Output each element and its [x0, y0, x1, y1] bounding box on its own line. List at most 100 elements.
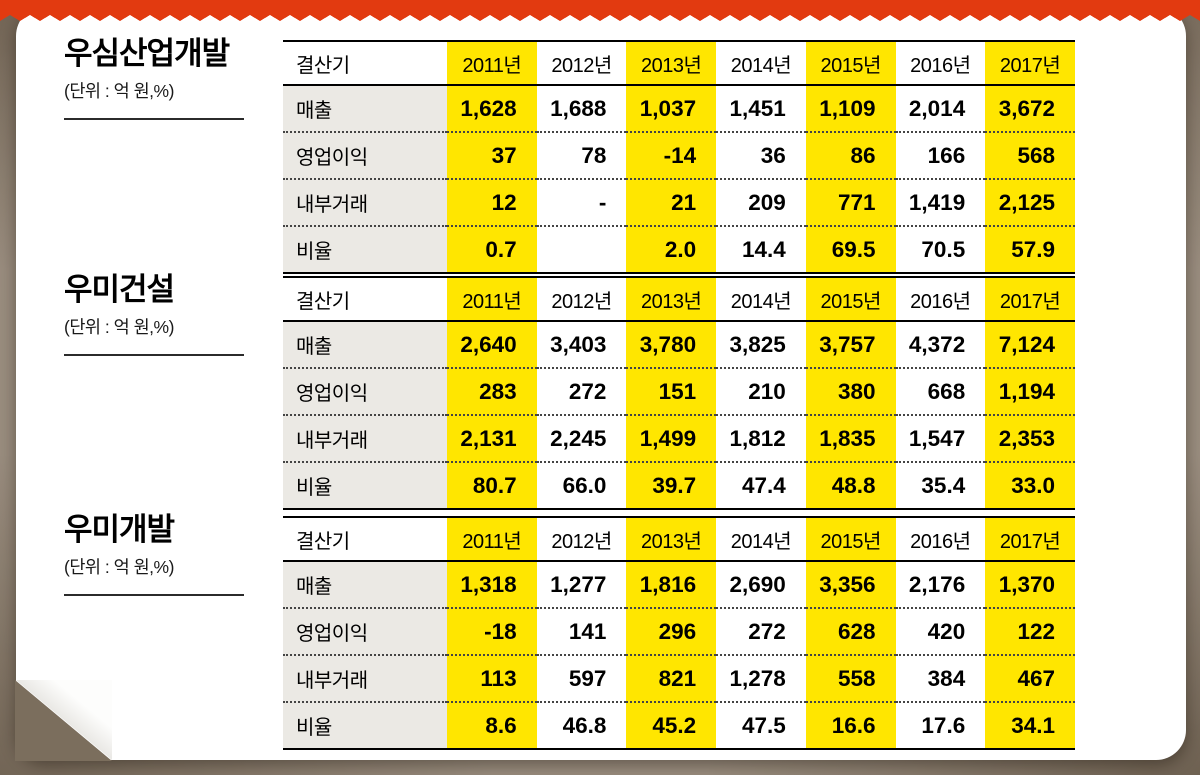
value-cell: 69.5 [805, 225, 896, 273]
table-row: 매출 2,640 3,403 3,780 3,825 3,757 4,372 7,124 [283, 321, 1075, 368]
value-cell: 380 [805, 367, 896, 415]
value-cell: 210 [716, 367, 806, 415]
header-row: 결산기 2011년 2012년 2013년 2014년 2015년 2016년 2017년 [283, 41, 1075, 86]
unit-label: (단위 : 억 원,%) [64, 316, 174, 337]
value-cell: 66.0 [536, 461, 627, 509]
value-cell: 771 [805, 178, 896, 226]
table-row: 내부거래 12-21 209 771 1,419 2,125 [283, 178, 1075, 226]
column-header-year: 2013년 [626, 517, 717, 562]
table-row: 비율 0.7 2.0 14.4 69.5 70.5 57.9 [283, 225, 1075, 273]
row-label: 비율 [283, 461, 447, 509]
value-cell: 283 [447, 367, 537, 415]
row-label: 영업이익 [283, 131, 447, 179]
section-woomi-gaebal: 우미개발 (단위 : 억 원,%) 결산기 2011년 2012년 2013년 2014… [16, 512, 1186, 750]
column-header-year: 2016년 [895, 277, 986, 322]
column-header-year: 2014년 [716, 41, 806, 86]
value-cell: 420 [895, 607, 986, 655]
row-label: 매출 [283, 561, 447, 608]
column-header-label: 결산기 [283, 277, 447, 322]
value-cell: 2,245 [536, 414, 627, 462]
value-cell: 1,451 [729, 95, 786, 121]
value-cell: 12 [447, 178, 537, 226]
value-cell: 1,278 [716, 654, 806, 702]
value-cell: 597 [536, 654, 627, 702]
value-cell: 1,370 [985, 561, 1075, 608]
value-cell: 1,194 [985, 367, 1075, 415]
column-header-year: 2015년 [805, 517, 896, 562]
row-label: 비율 [283, 225, 447, 273]
column-header-year: 2014년 [716, 517, 806, 562]
value-cell: 3,672 [985, 85, 1075, 132]
value-cell: 113 [447, 654, 537, 702]
value-cell: 48.8 [805, 461, 896, 509]
value-cell: 467 [985, 654, 1075, 702]
value-cell: 35.4 [895, 461, 986, 509]
value-cell: 1,688 [550, 95, 607, 121]
value-cell: 0.7 [447, 225, 537, 273]
value-cell: 2,131 [447, 414, 537, 462]
column-header-year: 2014년 [716, 277, 806, 322]
value-cell: 1,499 [626, 414, 717, 462]
column-header-year: 2013년 [626, 41, 717, 86]
company-title: 우미개발 [64, 512, 175, 547]
value-cell: 78 [536, 131, 627, 179]
value-cell: 37 [447, 131, 537, 179]
value-cell: 34.1 [985, 701, 1075, 749]
value-cell: 57.9 [985, 225, 1075, 273]
column-header-year: 2011년 [447, 277, 537, 322]
column-header-year: 2011년 [447, 41, 537, 86]
column-header-year: 2017년 [985, 277, 1075, 322]
value-cell: - [536, 178, 627, 226]
value-cell: 668 [895, 367, 986, 415]
table-heading: 우미건설 (단위 : 억 원,%) [64, 272, 284, 356]
value-cell: 1,547 [895, 414, 986, 462]
column-header-year: 2012년 [536, 277, 627, 322]
value-cell: 1,812 [716, 414, 806, 462]
value-cell: 166 [895, 131, 986, 179]
value-cell: 151 [626, 367, 717, 415]
table-row: 영업이익 -18 141 296 272 628 420 122 [283, 607, 1075, 655]
value-cell: 141 [536, 607, 627, 655]
value-cell: 86 [805, 131, 896, 179]
value-cell: -18 [447, 607, 537, 655]
value-cell: 21 [626, 178, 717, 226]
value-cell: 46.8 [536, 701, 627, 749]
table-row: 비율 80.7 66.0 39.7 47.4 48.8 35.4 33.0 [283, 461, 1075, 509]
value-cell: 36 [716, 131, 806, 179]
value-cell: 628 [805, 607, 896, 655]
heading-underline [64, 353, 244, 356]
value-cell: 209 [716, 178, 806, 226]
value-cell: 2,690 [729, 571, 786, 597]
value-cell: 8.6 [447, 701, 537, 749]
column-header-year: 2017년 [985, 517, 1075, 562]
section-woomi-gunsul: 우미건설 (단위 : 억 원,%) 결산기 2011년 2012년 2013년 2014… [16, 272, 1186, 510]
value-cell: 33.0 [985, 461, 1075, 509]
value-cell: 2,014 [908, 95, 966, 121]
value-cell: 80.7 [447, 461, 537, 509]
value-cell: 1,419 [895, 178, 986, 226]
value-cell: 1,835 [805, 414, 896, 462]
value-cell: 558 [805, 654, 896, 702]
table-row: 내부거래 113 597 821 1,278 558 384 467 [283, 654, 1075, 702]
column-header-year: 2016년 [895, 517, 986, 562]
row-label: 매출 [283, 321, 447, 368]
header-row: 결산기 2011년 2012년 2013년 2014년 2015년 2016년 2017년 [283, 517, 1075, 562]
column-header-year: 2013년 [626, 277, 717, 322]
paper-card: 우심산업개발 (단위 : 억 원,%) 결산기 2011년 2012년 2013년 20… [15, 6, 1186, 761]
row-label: 내부거래 [283, 178, 447, 226]
header-row: 결산기 2011년 2012년 2013년 2014년 2015년 2016년 2017년 [283, 277, 1075, 322]
financial-table: 결산기 2011년 2012년 2013년 2014년 2015년 2016년 2017년 매출… [283, 276, 1075, 510]
financial-table: 결산기 2011년 2012년 2013년 2014년 2015년 2016년 2017년 매출… [283, 516, 1075, 750]
company-title: 우미건설 [64, 272, 175, 307]
value-cell: 3,356 [805, 561, 896, 608]
heading-underline [64, 117, 244, 120]
value-cell: 47.5 [716, 701, 806, 749]
table-heading: 우심산업개발 (단위 : 억 원,%) [64, 37, 284, 120]
value-cell: 1,318 [447, 561, 537, 608]
column-header-year: 2012년 [536, 517, 627, 562]
column-header-year: 2015년 [805, 277, 896, 322]
value-cell: 272 [716, 607, 806, 655]
value-cell: -14 [626, 131, 717, 179]
row-label: 매출 [283, 85, 447, 132]
column-header-year: 2015년 [805, 41, 896, 86]
